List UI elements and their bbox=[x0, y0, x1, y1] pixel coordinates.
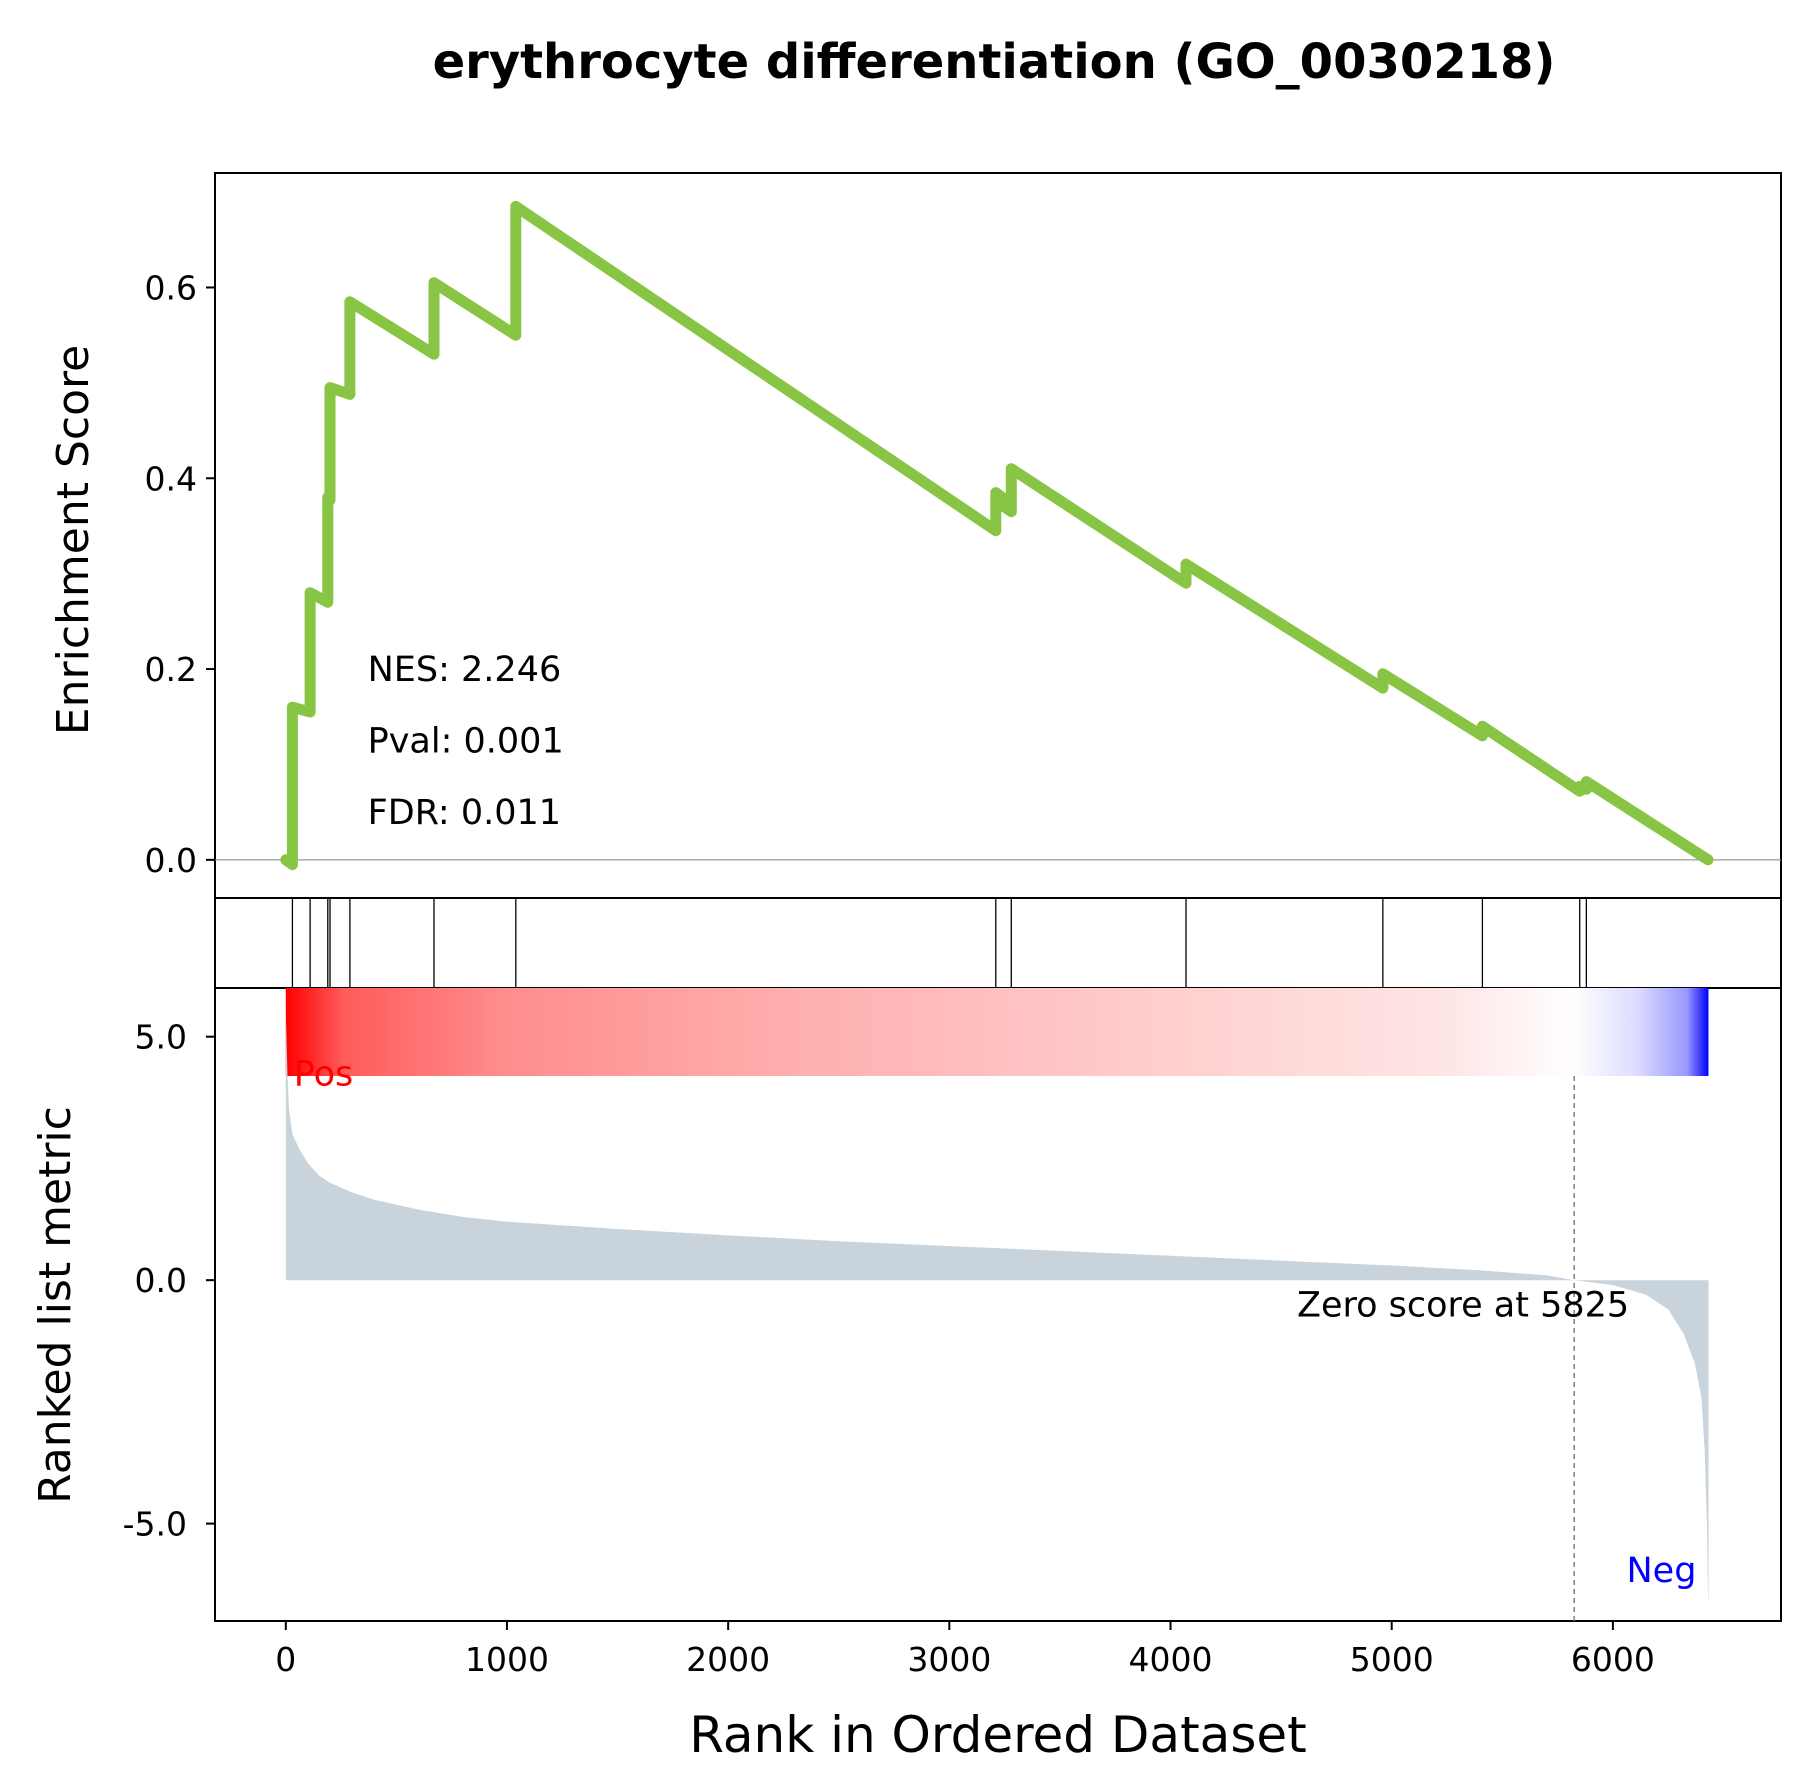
gene-hit-markers bbox=[291, 898, 1588, 988]
hits-frame bbox=[214, 897, 1782, 989]
es-y-tick-label: 0.0 bbox=[145, 841, 197, 880]
rm-y-tick-label: 5.0 bbox=[135, 1018, 187, 1057]
nes-annotation: NES: 2.246 bbox=[368, 650, 562, 690]
x-tick-label: 5000 bbox=[1350, 1640, 1434, 1679]
x-axis-label: Rank in Ordered Dataset bbox=[689, 1706, 1306, 1764]
zero-score-label: Zero score at 5825 bbox=[1297, 1286, 1629, 1326]
neg-label: Neg bbox=[1627, 1551, 1697, 1591]
pval-annotation: Pval: 0.001 bbox=[368, 722, 564, 762]
enrichment-panel: 0.0 0.2 0.4 0.6 NES: 2.246 Pval: 0.001 FDR:… bbox=[48, 172, 1782, 899]
enrichment-y-ticks: 0.0 0.2 0.4 0.6 bbox=[145, 268, 215, 880]
x-tick-label: 1000 bbox=[465, 1640, 549, 1679]
rm-y-tick-label: -5.0 bbox=[123, 1505, 187, 1544]
x-tick-label: 6000 bbox=[1571, 1640, 1655, 1679]
x-tick-label: 4000 bbox=[1129, 1640, 1213, 1679]
x-tick-label: 0 bbox=[275, 1640, 296, 1679]
pos-label: Pos bbox=[294, 1054, 354, 1094]
es-y-tick-label: 0.6 bbox=[145, 268, 197, 307]
x-axis-ticks: 0 1000 2000 3000 4000 5000 6000 bbox=[275, 1621, 1655, 1679]
ranked-colorbar bbox=[285, 988, 1709, 1076]
rm-y-tick-label: 0.0 bbox=[135, 1261, 187, 1300]
es-y-tick-label: 0.4 bbox=[145, 459, 197, 498]
ranked-metric-panel: 5.0 0.0 -5.0 Pos Neg Zero score at 5825 Ra… bbox=[30, 987, 1782, 1622]
enrichment-score-line bbox=[280, 200, 1714, 871]
enrichment-y-axis-label: Enrichment Score bbox=[48, 345, 99, 735]
chart-title: erythrocyte differentiation (GO_0030218) bbox=[433, 34, 1556, 90]
x-tick-label: 2000 bbox=[686, 1640, 770, 1679]
es-y-tick-label: 0.2 bbox=[145, 650, 197, 689]
x-tick-label: 3000 bbox=[907, 1640, 991, 1679]
ranked-metric-y-ticks: 5.0 0.0 -5.0 bbox=[123, 1018, 215, 1544]
fdr-annotation: FDR: 0.011 bbox=[368, 793, 561, 833]
hits-panel bbox=[214, 897, 1782, 989]
ranked-metric-y-axis-label: Ranked list metric bbox=[30, 1106, 81, 1504]
